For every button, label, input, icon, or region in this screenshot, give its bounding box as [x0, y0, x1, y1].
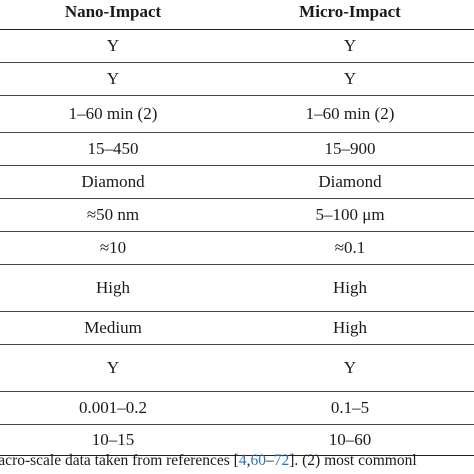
table-row: 1–60 min (2) 1–60 min (2) — [0, 95, 474, 133]
cell-micro: 5–100 μm — [226, 198, 474, 232]
cell-micro: 1–60 min (2) — [226, 95, 474, 133]
footnote-text-end: ]. (2) most commonl — [289, 452, 417, 469]
cell-nano: Medium — [0, 311, 226, 345]
cell-micro: Diamond — [226, 165, 474, 199]
table-row: 0.001–0.2 0.1–5 — [0, 391, 474, 425]
reference-link-4[interactable]: 4 — [238, 452, 247, 469]
cell-micro: 15–900 — [226, 132, 474, 166]
table-row: Y Y — [0, 29, 474, 63]
comparison-table: Nano-Impact Micro-Impact Y Y Y Y 1–60 mi… — [0, 0, 474, 456]
cell-nano: Y — [0, 62, 226, 96]
table-row: ≈10 ≈0.1 — [0, 231, 474, 265]
footnote-separator: , — [246, 452, 251, 469]
cell-nano: ≈50 nm — [0, 198, 226, 232]
table-row: 10–15 10–60 — [0, 424, 474, 456]
table-row: Y Y — [0, 344, 474, 392]
cell-nano: ≈10 — [0, 231, 226, 265]
cell-nano: 10–15 — [0, 424, 226, 456]
header-micro-impact: Micro-Impact — [226, 0, 474, 30]
header-nano-impact: Nano-Impact — [0, 0, 226, 30]
cell-nano: Diamond — [0, 165, 226, 199]
cell-nano: Y — [0, 344, 226, 392]
cell-micro: High — [226, 311, 474, 345]
footnote-range-dash: – — [265, 452, 274, 469]
cell-nano: 1–60 min (2) — [0, 95, 226, 133]
cell-micro: 0.1–5 — [226, 391, 474, 425]
cell-nano: 15–450 — [0, 132, 226, 166]
cell-nano: High — [0, 264, 226, 312]
cell-micro: Y — [226, 29, 474, 63]
cell-micro: ≈0.1 — [226, 231, 474, 265]
table-header-row: Nano-Impact Micro-Impact — [0, 0, 474, 30]
table-row: Medium High — [0, 311, 474, 345]
cell-micro: 10–60 — [226, 424, 474, 456]
cell-micro: Y — [226, 344, 474, 392]
table-row: ≈50 nm 5–100 μm — [0, 198, 474, 232]
reference-link-60[interactable]: 60 — [250, 452, 266, 469]
table-row: Y Y — [0, 62, 474, 96]
cell-micro: Y — [226, 62, 474, 96]
footnote-text-start: lacro-scale data taken from references [ — [0, 452, 239, 469]
table-footnote: lacro-scale data taken from references [… — [0, 452, 474, 470]
table-row: High High — [0, 264, 474, 312]
cell-nano: Y — [0, 29, 226, 63]
table-row: Diamond Diamond — [0, 165, 474, 199]
cell-nano: 0.001–0.2 — [0, 391, 226, 425]
cell-micro: High — [226, 264, 474, 312]
table-row: 15–450 15–900 — [0, 132, 474, 166]
reference-link-72[interactable]: 72 — [273, 452, 290, 469]
